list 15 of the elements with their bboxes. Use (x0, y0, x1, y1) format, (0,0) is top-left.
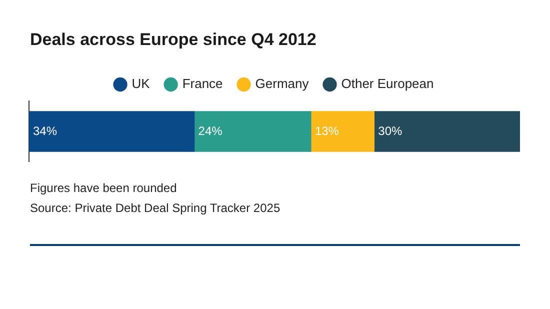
source-note: Source: Private Debt Deal Spring Tracker 2025 (30, 200, 280, 217)
chart-title: Deals across Europe since Q4 2012 (30, 30, 316, 50)
data-label: 34% (33, 124, 58, 138)
bar (310, 111, 374, 152)
bar (194, 111, 312, 152)
text: Figures have been rounded (30, 180, 178, 197)
legend-label: Germany (255, 76, 310, 92)
bar (29, 111, 195, 152)
data-label: 24% (198, 124, 223, 138)
bar (374, 111, 520, 152)
legend-label: UK (132, 76, 150, 92)
data-label: 13% (314, 124, 340, 138)
legend-label: France (182, 76, 223, 92)
legend-label: Other European (341, 76, 434, 92)
data-label: 30% (378, 124, 403, 138)
